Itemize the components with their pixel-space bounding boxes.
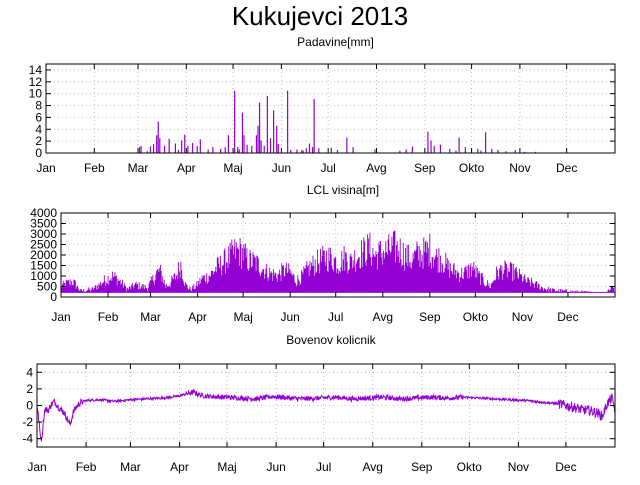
x-tick-label: Feb <box>98 310 119 324</box>
x-tick-label: Nov <box>512 310 533 324</box>
series <box>60 230 615 293</box>
x-tick-label: Apr <box>188 310 207 324</box>
x-tick-label: Feb <box>84 161 105 175</box>
y-tick-label: 1500 <box>30 259 57 273</box>
main-title: Kukujevci 2013 <box>232 1 408 31</box>
y-tick-label: 0 <box>26 399 33 413</box>
x-tick-label: Jun <box>272 161 291 175</box>
x-tick-label: Jan <box>51 310 70 324</box>
x-tick-label: Okto <box>457 460 483 474</box>
x-tick-label: Jan <box>27 460 46 474</box>
x-tick-label: Jul <box>320 161 335 175</box>
y-tick-label: 0 <box>35 146 42 160</box>
y-tick-label: 10 <box>29 87 43 101</box>
x-tick-label: Apr <box>177 161 196 175</box>
y-tick-label: 0 <box>50 290 57 304</box>
x-tick-label: Maj <box>223 161 242 175</box>
data-spikes <box>60 230 614 293</box>
series <box>138 90 537 153</box>
x-tick-label: Sep <box>414 161 436 175</box>
y-tick-label: 4 <box>35 122 42 136</box>
panel-title: Bovenov kolicnik <box>286 333 376 347</box>
x-tick-label: Mar <box>120 460 141 474</box>
y-tick-label: 2000 <box>30 248 57 262</box>
x-tick-label: Nov <box>509 161 530 175</box>
x-tick-label: Jan <box>36 161 55 175</box>
panel-title: Padavine[mm] <box>297 35 374 49</box>
x-tick-label: Mar <box>140 310 161 324</box>
x-tick-label: Jun <box>281 310 300 324</box>
x-tick-label: Jul <box>328 310 343 324</box>
x-tick-label: Avg <box>366 161 386 175</box>
series <box>36 388 616 442</box>
x-tick-label: Avg <box>362 460 382 474</box>
x-tick-label: Feb <box>76 460 97 474</box>
y-tick-label: -2 <box>22 415 33 429</box>
y-tick-label: 500 <box>37 280 57 294</box>
x-tick-label: Jul <box>316 460 331 474</box>
data-line <box>36 388 616 442</box>
panel-title: LCL visina[m] <box>307 183 379 197</box>
x-tick-label: Mar <box>128 161 149 175</box>
y-tick-label: 6 <box>35 110 42 124</box>
y-tick-label: 2 <box>35 134 42 148</box>
y-tick-label: 14 <box>29 63 43 77</box>
x-tick-label: Avg <box>373 310 393 324</box>
x-tick-label: Okto <box>459 161 485 175</box>
y-tick-label: 3500 <box>30 217 57 231</box>
panel-2: LCL visina[m] 050010001500200025003000350… <box>30 183 616 324</box>
x-tick-label: Sep <box>419 310 441 324</box>
x-tick-label: Nov <box>508 460 529 474</box>
x-tick-label: Okto <box>463 310 489 324</box>
y-tick-label: 1000 <box>30 269 57 283</box>
y-tick-label: 8 <box>35 99 42 113</box>
x-tick-label: Dec <box>555 460 576 474</box>
plot-frame <box>45 63 616 154</box>
y-tick-label: 4000 <box>30 206 57 220</box>
y-tick-label: -4 <box>22 432 33 446</box>
x-tick-label: Maj <box>217 460 236 474</box>
y-tick-label: 2500 <box>30 238 57 252</box>
y-tick-label: 4 <box>26 365 33 379</box>
y-tick-label: 12 <box>29 75 43 89</box>
x-tick-label: Maj <box>233 310 252 324</box>
x-tick-label: Jun <box>266 460 285 474</box>
y-tick-label: 2 <box>26 382 33 396</box>
y-tick-label: 3000 <box>30 227 57 241</box>
x-tick-label: Dec <box>557 310 578 324</box>
panel-3: Bovenov kolicnik -4 -2 0 2 4 Jan Feb Mar Apr Maj Ju… <box>22 333 616 474</box>
x-tick-label: Apr <box>170 460 189 474</box>
x-tick-label: Dec <box>556 161 577 175</box>
x-tick-label: Sep <box>411 460 433 474</box>
